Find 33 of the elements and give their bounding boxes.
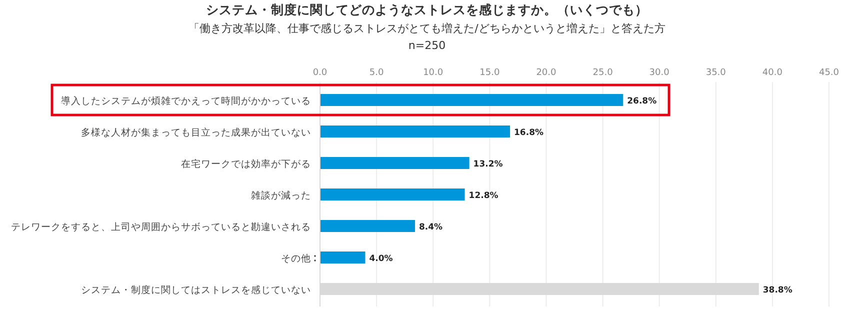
text: 40.0: [762, 68, 782, 78]
chart-subtitle: 「働き方改革以降、仕事で感じるストレスがとても増えた/どちらかというと増えた」と答えた方: [188, 22, 666, 35]
y-tick-label: テレワークをすると、上司や周囲からサボっていると勘違いされる: [11, 221, 311, 233]
bar: [320, 220, 416, 232]
data-label: 13.2%: [473, 160, 504, 170]
text: n=250: [408, 39, 446, 52]
text: 0.0: [312, 68, 328, 78]
text: 25.0: [592, 68, 613, 78]
text: 45.0: [818, 68, 840, 78]
bar: [320, 188, 465, 200]
text: 30.0: [649, 68, 670, 78]
text: 5.0: [369, 68, 384, 78]
text: 10.0: [423, 68, 444, 78]
data-label: 16.8%: [514, 128, 544, 138]
y-tick-label: 導入したシステムが煩雑でかえって時間がかかっている: [61, 95, 311, 107]
y-tick-label: 多様な人材が集まっても目立った成果が出ていない: [81, 126, 311, 138]
data-label: 38.8%: [762, 286, 793, 296]
data-label: 8.4%: [419, 222, 444, 232]
y-tick-label: 在宅ワークでは効率が下がる: [181, 158, 311, 170]
y-tick-label: 雑談が減った: [251, 190, 311, 202]
text: 15.0: [480, 68, 500, 78]
data-label: 26.8%: [627, 96, 658, 106]
data-label: 12.8%: [468, 191, 499, 201]
bar: [320, 94, 624, 106]
y-tick-label: システム・制度に関してはストレスを感じていない: [81, 284, 311, 296]
text: 35.0: [706, 68, 726, 78]
chart-title: システム・制度に関してどのようなストレスを感じますか。（いくつでも）: [206, 2, 648, 17]
y-tick-label: その他: [281, 252, 311, 264]
data-label: 4.0%: [369, 254, 394, 264]
bar: [320, 126, 510, 138]
bar: [320, 157, 470, 169]
bar: [320, 252, 366, 264]
text: 20.0: [536, 68, 556, 78]
